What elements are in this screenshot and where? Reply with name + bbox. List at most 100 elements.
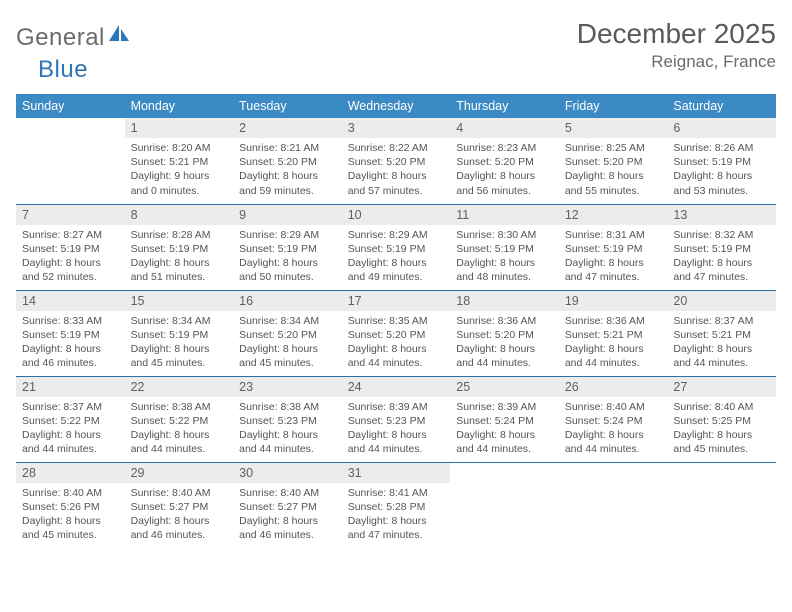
sunrise: Sunrise: 8:38 AM	[131, 400, 228, 414]
day-number: 6	[667, 118, 776, 138]
daylight: Daylight: 8 hours and 46 minutes.	[131, 514, 228, 542]
sunset: Sunset: 5:20 PM	[565, 155, 662, 169]
calendar-cell: 7Sunrise: 8:27 AMSunset: 5:19 PMDaylight…	[16, 204, 125, 290]
day-details: Sunrise: 8:36 AMSunset: 5:20 PMDaylight:…	[450, 311, 559, 374]
day-details: Sunrise: 8:26 AMSunset: 5:19 PMDaylight:…	[667, 138, 776, 201]
sunrise: Sunrise: 8:35 AM	[348, 314, 445, 328]
sunrise: Sunrise: 8:30 AM	[456, 228, 553, 242]
calendar-week: 7Sunrise: 8:27 AMSunset: 5:19 PMDaylight…	[16, 204, 776, 290]
calendar-cell: 6Sunrise: 8:26 AMSunset: 5:19 PMDaylight…	[667, 118, 776, 204]
daylight: Daylight: 8 hours and 44 minutes.	[673, 342, 770, 370]
daylight: Daylight: 8 hours and 44 minutes.	[565, 428, 662, 456]
day-number: 23	[233, 377, 342, 397]
sunset: Sunset: 5:20 PM	[239, 328, 336, 342]
daylight: Daylight: 8 hours and 50 minutes.	[239, 256, 336, 284]
day-number: 16	[233, 291, 342, 311]
daylight: Daylight: 8 hours and 44 minutes.	[456, 342, 553, 370]
day-number: 9	[233, 205, 342, 225]
day-number: 24	[342, 377, 451, 397]
weekday-header: Tuesday	[233, 94, 342, 118]
sunset: Sunset: 5:22 PM	[131, 414, 228, 428]
calendar-cell: 0	[559, 462, 668, 548]
day-details: Sunrise: 8:21 AMSunset: 5:20 PMDaylight:…	[233, 138, 342, 201]
weekday-header: Thursday	[450, 94, 559, 118]
day-number: 2	[233, 118, 342, 138]
month-title: December 2025	[577, 18, 776, 50]
calendar-cell: 29Sunrise: 8:40 AMSunset: 5:27 PMDayligh…	[125, 462, 234, 548]
sunset: Sunset: 5:21 PM	[131, 155, 228, 169]
calendar-cell: 22Sunrise: 8:38 AMSunset: 5:22 PMDayligh…	[125, 376, 234, 462]
day-details: Sunrise: 8:40 AMSunset: 5:25 PMDaylight:…	[667, 397, 776, 460]
daylight: Daylight: 8 hours and 57 minutes.	[348, 169, 445, 197]
calendar-cell: 8Sunrise: 8:28 AMSunset: 5:19 PMDaylight…	[125, 204, 234, 290]
weekday-header: Friday	[559, 94, 668, 118]
daylight: Daylight: 8 hours and 53 minutes.	[673, 169, 770, 197]
calendar-cell: 21Sunrise: 8:37 AMSunset: 5:22 PMDayligh…	[16, 376, 125, 462]
calendar-body: 01Sunrise: 8:20 AMSunset: 5:21 PMDayligh…	[16, 118, 776, 548]
calendar-cell: 4Sunrise: 8:23 AMSunset: 5:20 PMDaylight…	[450, 118, 559, 204]
calendar-cell: 25Sunrise: 8:39 AMSunset: 5:24 PMDayligh…	[450, 376, 559, 462]
sunset: Sunset: 5:27 PM	[239, 500, 336, 514]
calendar-cell: 26Sunrise: 8:40 AMSunset: 5:24 PMDayligh…	[559, 376, 668, 462]
daylight: Daylight: 8 hours and 51 minutes.	[131, 256, 228, 284]
sunset: Sunset: 5:19 PM	[673, 155, 770, 169]
calendar-week: 01Sunrise: 8:20 AMSunset: 5:21 PMDayligh…	[16, 118, 776, 204]
day-number: 22	[125, 377, 234, 397]
sunrise: Sunrise: 8:22 AM	[348, 141, 445, 155]
sunset: Sunset: 5:19 PM	[456, 242, 553, 256]
day-details: Sunrise: 8:39 AMSunset: 5:23 PMDaylight:…	[342, 397, 451, 460]
day-details: Sunrise: 8:29 AMSunset: 5:19 PMDaylight:…	[342, 225, 451, 288]
sunrise: Sunrise: 8:33 AM	[22, 314, 119, 328]
calendar-week: 21Sunrise: 8:37 AMSunset: 5:22 PMDayligh…	[16, 376, 776, 462]
calendar-cell: 27Sunrise: 8:40 AMSunset: 5:25 PMDayligh…	[667, 376, 776, 462]
sunrise: Sunrise: 8:38 AM	[239, 400, 336, 414]
weekday-header: Wednesday	[342, 94, 451, 118]
daylight: Daylight: 8 hours and 48 minutes.	[456, 256, 553, 284]
sunset: Sunset: 5:23 PM	[348, 414, 445, 428]
day-details: Sunrise: 8:40 AMSunset: 5:27 PMDaylight:…	[125, 483, 234, 546]
sunrise: Sunrise: 8:23 AM	[456, 141, 553, 155]
day-number: 26	[559, 377, 668, 397]
day-number: 17	[342, 291, 451, 311]
day-number: 8	[125, 205, 234, 225]
daylight: Daylight: 8 hours and 44 minutes.	[22, 428, 119, 456]
sunset: Sunset: 5:19 PM	[348, 242, 445, 256]
sunset: Sunset: 5:19 PM	[239, 242, 336, 256]
day-number: 30	[233, 463, 342, 483]
day-number: 29	[125, 463, 234, 483]
sunrise: Sunrise: 8:31 AM	[565, 228, 662, 242]
day-number: 28	[16, 463, 125, 483]
day-details: Sunrise: 8:28 AMSunset: 5:19 PMDaylight:…	[125, 225, 234, 288]
calendar-cell: 11Sunrise: 8:30 AMSunset: 5:19 PMDayligh…	[450, 204, 559, 290]
daylight: Daylight: 8 hours and 59 minutes.	[239, 169, 336, 197]
sunset: Sunset: 5:20 PM	[239, 155, 336, 169]
sunrise: Sunrise: 8:27 AM	[22, 228, 119, 242]
sunrise: Sunrise: 8:40 AM	[239, 486, 336, 500]
daylight: Daylight: 8 hours and 45 minutes.	[673, 428, 770, 456]
daylight: Daylight: 9 hours and 0 minutes.	[131, 169, 228, 197]
sunrise: Sunrise: 8:40 AM	[22, 486, 119, 500]
sunrise: Sunrise: 8:20 AM	[131, 141, 228, 155]
sunset: Sunset: 5:19 PM	[673, 242, 770, 256]
sunset: Sunset: 5:24 PM	[456, 414, 553, 428]
calendar-week: 28Sunrise: 8:40 AMSunset: 5:26 PMDayligh…	[16, 462, 776, 548]
calendar-cell: 10Sunrise: 8:29 AMSunset: 5:19 PMDayligh…	[342, 204, 451, 290]
sunrise: Sunrise: 8:29 AM	[348, 228, 445, 242]
sunrise: Sunrise: 8:34 AM	[239, 314, 336, 328]
weekday-header: Saturday	[667, 94, 776, 118]
calendar-cell: 0	[667, 462, 776, 548]
daylight: Daylight: 8 hours and 45 minutes.	[22, 514, 119, 542]
day-details: Sunrise: 8:37 AMSunset: 5:21 PMDaylight:…	[667, 311, 776, 374]
calendar-cell: 17Sunrise: 8:35 AMSunset: 5:20 PMDayligh…	[342, 290, 451, 376]
sunrise: Sunrise: 8:25 AM	[565, 141, 662, 155]
daylight: Daylight: 8 hours and 49 minutes.	[348, 256, 445, 284]
day-details: Sunrise: 8:35 AMSunset: 5:20 PMDaylight:…	[342, 311, 451, 374]
sunrise: Sunrise: 8:29 AM	[239, 228, 336, 242]
day-number: 10	[342, 205, 451, 225]
day-details: Sunrise: 8:38 AMSunset: 5:23 PMDaylight:…	[233, 397, 342, 460]
day-details: Sunrise: 8:23 AMSunset: 5:20 PMDaylight:…	[450, 138, 559, 201]
sunrise: Sunrise: 8:34 AM	[131, 314, 228, 328]
day-details: Sunrise: 8:32 AMSunset: 5:19 PMDaylight:…	[667, 225, 776, 288]
sunrise: Sunrise: 8:40 AM	[565, 400, 662, 414]
sunset: Sunset: 5:21 PM	[565, 328, 662, 342]
